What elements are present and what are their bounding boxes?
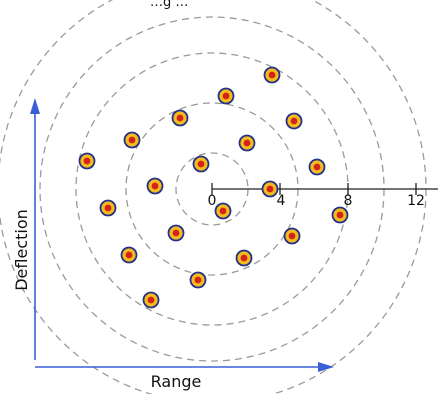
impact-marker	[235, 249, 253, 267]
range-arrow-head	[318, 362, 334, 372]
deflection-arrow-head	[30, 98, 40, 114]
top-partial-text: …g …	[150, 0, 188, 10]
impact-marker-center	[172, 229, 180, 237]
impact-marker	[217, 87, 235, 105]
impact-marker	[78, 152, 96, 170]
impact-marker-center	[336, 211, 344, 219]
impact-marker-center	[219, 207, 227, 215]
range-label: Range	[151, 372, 202, 391]
scale-label-0: 0	[208, 193, 217, 209]
impact-marker-center	[176, 114, 184, 122]
impact-marker	[167, 224, 185, 242]
impact-marker-center	[83, 157, 91, 165]
impact-marker-center	[243, 139, 251, 147]
impact-marker-center	[104, 204, 112, 212]
impact-marker	[331, 206, 349, 224]
impact-marker-center	[222, 92, 230, 100]
impact-markers	[78, 66, 349, 309]
impact-marker-center	[151, 182, 159, 190]
axes	[30, 98, 334, 372]
impact-marker	[123, 131, 141, 149]
impact-marker-center	[290, 117, 298, 125]
impact-marker	[283, 227, 301, 245]
impact-marker	[142, 291, 160, 309]
impact-marker-center	[313, 163, 321, 171]
impact-marker-center	[128, 136, 136, 144]
impact-marker	[308, 158, 326, 176]
impact-marker-center	[125, 251, 133, 259]
impact-marker	[261, 180, 279, 198]
impact-marker	[263, 66, 281, 84]
impact-marker	[99, 199, 117, 217]
impact-marker	[285, 112, 303, 130]
impact-marker-center	[268, 71, 276, 79]
impact-marker-center	[240, 254, 248, 262]
impact-marker-center	[266, 185, 274, 193]
impact-marker-center	[288, 232, 296, 240]
range-scale: 0 4 8 12	[208, 183, 438, 209]
impact-marker-center	[147, 296, 155, 304]
scale-label-4: 4	[277, 193, 286, 209]
impact-marker-center	[197, 160, 205, 168]
impact-marker	[189, 271, 207, 289]
impact-marker	[146, 177, 164, 195]
impact-marker-center	[194, 276, 202, 284]
impact-marker	[214, 202, 232, 220]
impact-marker	[120, 246, 138, 264]
impact-marker	[238, 134, 256, 152]
impact-marker	[192, 155, 210, 173]
deflection-label: Deflection	[12, 209, 31, 291]
scale-label-12: 12	[407, 193, 425, 209]
scale-label-8: 8	[344, 193, 353, 209]
impact-marker	[171, 109, 189, 127]
